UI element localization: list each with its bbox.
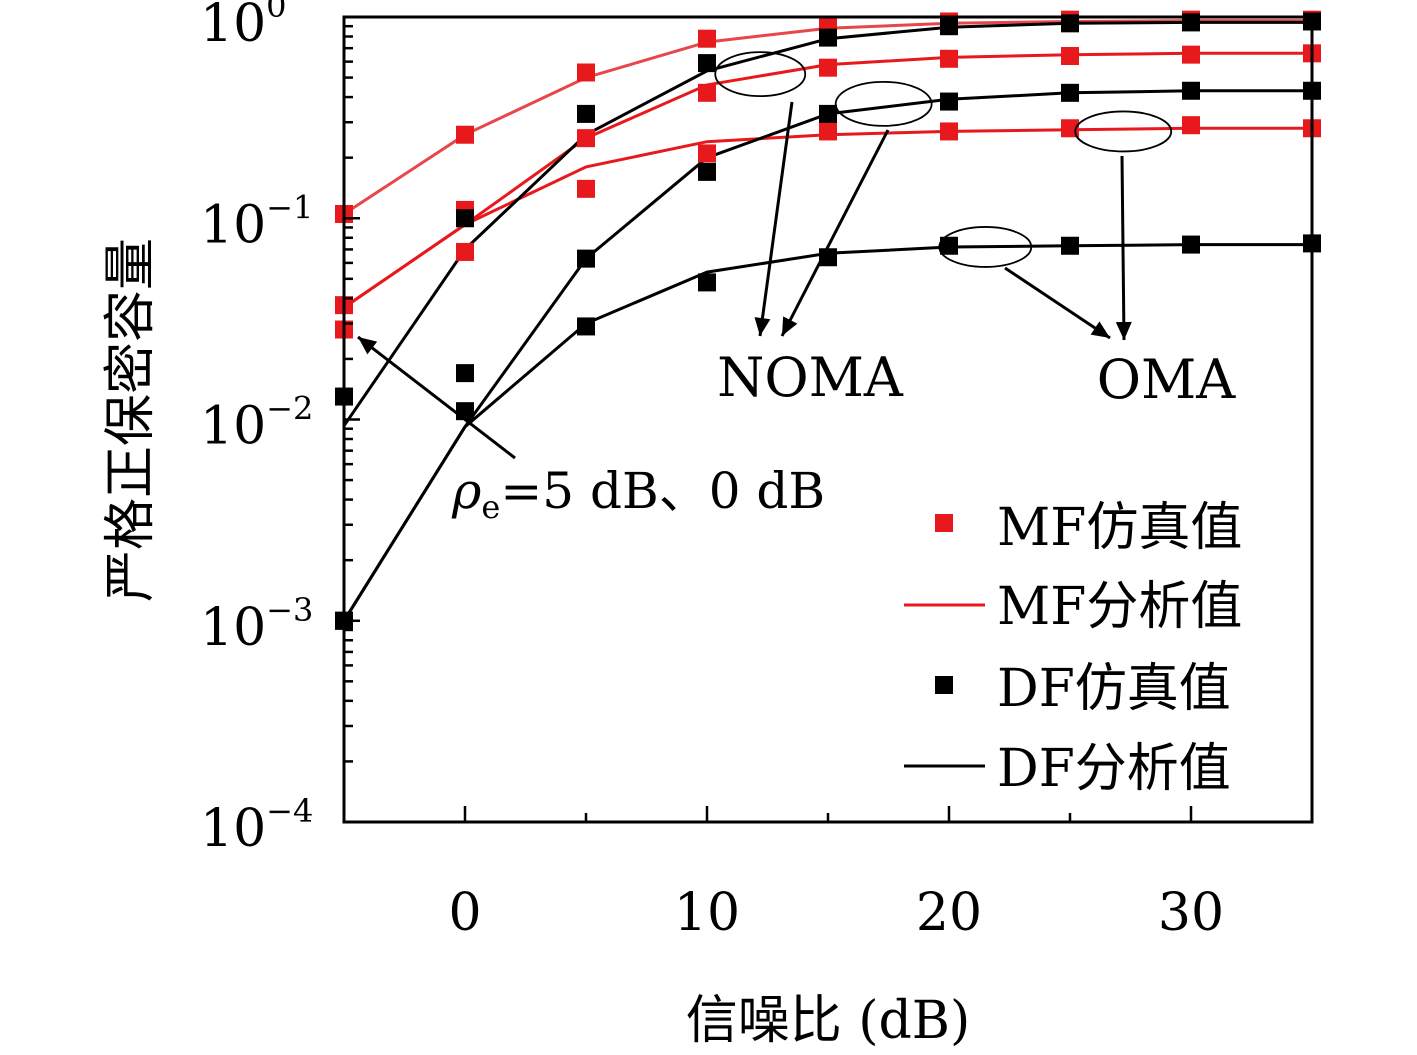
legend-label-mf-sim: MF仿真值 [997,498,1242,558]
y-tick-label-exponent: −3 [266,591,313,629]
sim-marker-mf-0 [698,29,716,48]
arrow-noma-2-head [782,316,798,336]
annotation-arrows [357,101,1132,460]
sim-marker-mf-2 [698,144,716,163]
legend-marker-mf-sim [935,514,953,532]
sim-marker-df-5 [456,402,474,421]
sim-marker-df-5 [1182,235,1200,254]
y-tick-label-base: 10 [200,0,266,54]
arrow-oma-2 [1004,266,1111,340]
sim-marker-df-5 [1061,236,1079,255]
sim-marker-df-4 [577,249,595,268]
y-tick-label: 10−3 [200,591,313,658]
sim-marker-df-4 [698,162,716,181]
sim-marker-df-3 [819,28,837,47]
series-line-df-5 [342,243,1312,622]
rho-symbol: ρ [451,462,482,520]
y-tick-label: 10−1 [200,188,313,255]
oma-label: OMA [1097,348,1237,411]
sim-marker-mf-2 [577,179,595,198]
legend: MF仿真值 MF分析值 DF仿真值 DF分析值 [904,498,1242,799]
y-tick-label: 10−2 [200,390,313,457]
y-tick-label: 100 [200,0,287,54]
y-tick-label-exponent: 0 [266,0,286,25]
sim-marker-mf-1 [1182,45,1200,64]
sim-marker-mf-1 [1061,47,1079,66]
y-tick-label-base: 10 [200,397,266,457]
simulation-markers [335,10,1321,630]
sim-marker-mf-2 [456,242,474,261]
legend-label-df-analysis: DF分析值 [997,739,1231,799]
y-tick-label-base: 10 [200,598,266,658]
sim-marker-df-3 [456,209,474,228]
rho-annotation: ρe=5 dB、0 dB [451,462,825,526]
rho-text: =5 dB、0 dB [500,462,825,520]
sim-marker-df-3 [1061,14,1079,33]
sim-marker-mf-1 [940,49,958,68]
group-ellipses [714,51,1173,268]
ellipse-noma-mf [714,51,807,98]
ellipse-noma-df [834,80,933,127]
noma-label: NOMA [717,346,904,409]
arrow-oma-2-head [1090,321,1110,338]
sim-marker-df-3 [577,104,595,123]
sim-marker-mf-1 [698,83,716,102]
sim-marker-mf-0 [456,125,474,144]
x-axis-label: 信噪比 (dB) [686,991,971,1051]
y-tick-label-exponent: −1 [266,188,313,226]
arrow-oma-1 [1120,155,1126,341]
arrow-noma-2 [780,129,890,337]
y-tick-label-base: 10 [200,799,266,859]
legend-marker-df-sim [935,676,953,694]
y-axis-label: 严格正保密容量 [101,238,161,602]
sim-marker-mf-2 [819,122,837,141]
sim-marker-df-3 [698,54,716,73]
series-line-mf-2 [343,126,1312,309]
sim-marker-mf-2 [1182,116,1200,135]
rho-subscript: e [481,488,500,526]
sim-marker-df-4 [940,92,958,111]
sim-marker-df-4 [456,364,474,383]
x-tick-label: 30 [1158,883,1224,943]
y-tick-label-exponent: −2 [266,390,313,428]
sim-marker-mf-0 [577,63,595,82]
sim-marker-df-4 [1182,81,1200,100]
arrow-rho [357,335,516,460]
y-tick-label-exponent: −4 [266,792,313,830]
sim-marker-df-4 [819,104,837,123]
sim-marker-mf-1 [577,129,595,148]
sim-marker-mf-2 [940,122,958,141]
y-tick-label-base: 10 [200,195,266,255]
y-tick-label: 10−4 [200,792,313,859]
sim-marker-df-5 [698,273,716,292]
sim-marker-df-3 [940,17,958,36]
arrow-oma-1-head [1115,321,1132,340]
sim-marker-df-5 [577,317,595,336]
sim-marker-df-5 [940,236,958,255]
sim-marker-df-4 [1061,83,1079,102]
x-tick-label: 10 [674,883,740,943]
x-tick-label: 20 [916,883,982,943]
legend-label-mf-analysis: MF分析值 [997,577,1242,637]
ellipse-oma-mf [1074,110,1173,153]
legend-label-df-sim: DF仿真值 [997,659,1231,719]
sim-marker-mf-1 [819,58,837,77]
arrow-rho-head [358,337,378,355]
arrow-noma-1 [758,101,794,337]
ellipse-oma-df [938,226,1033,268]
x-tick-label: 0 [448,883,481,943]
arrow-noma-1-head [754,317,771,336]
